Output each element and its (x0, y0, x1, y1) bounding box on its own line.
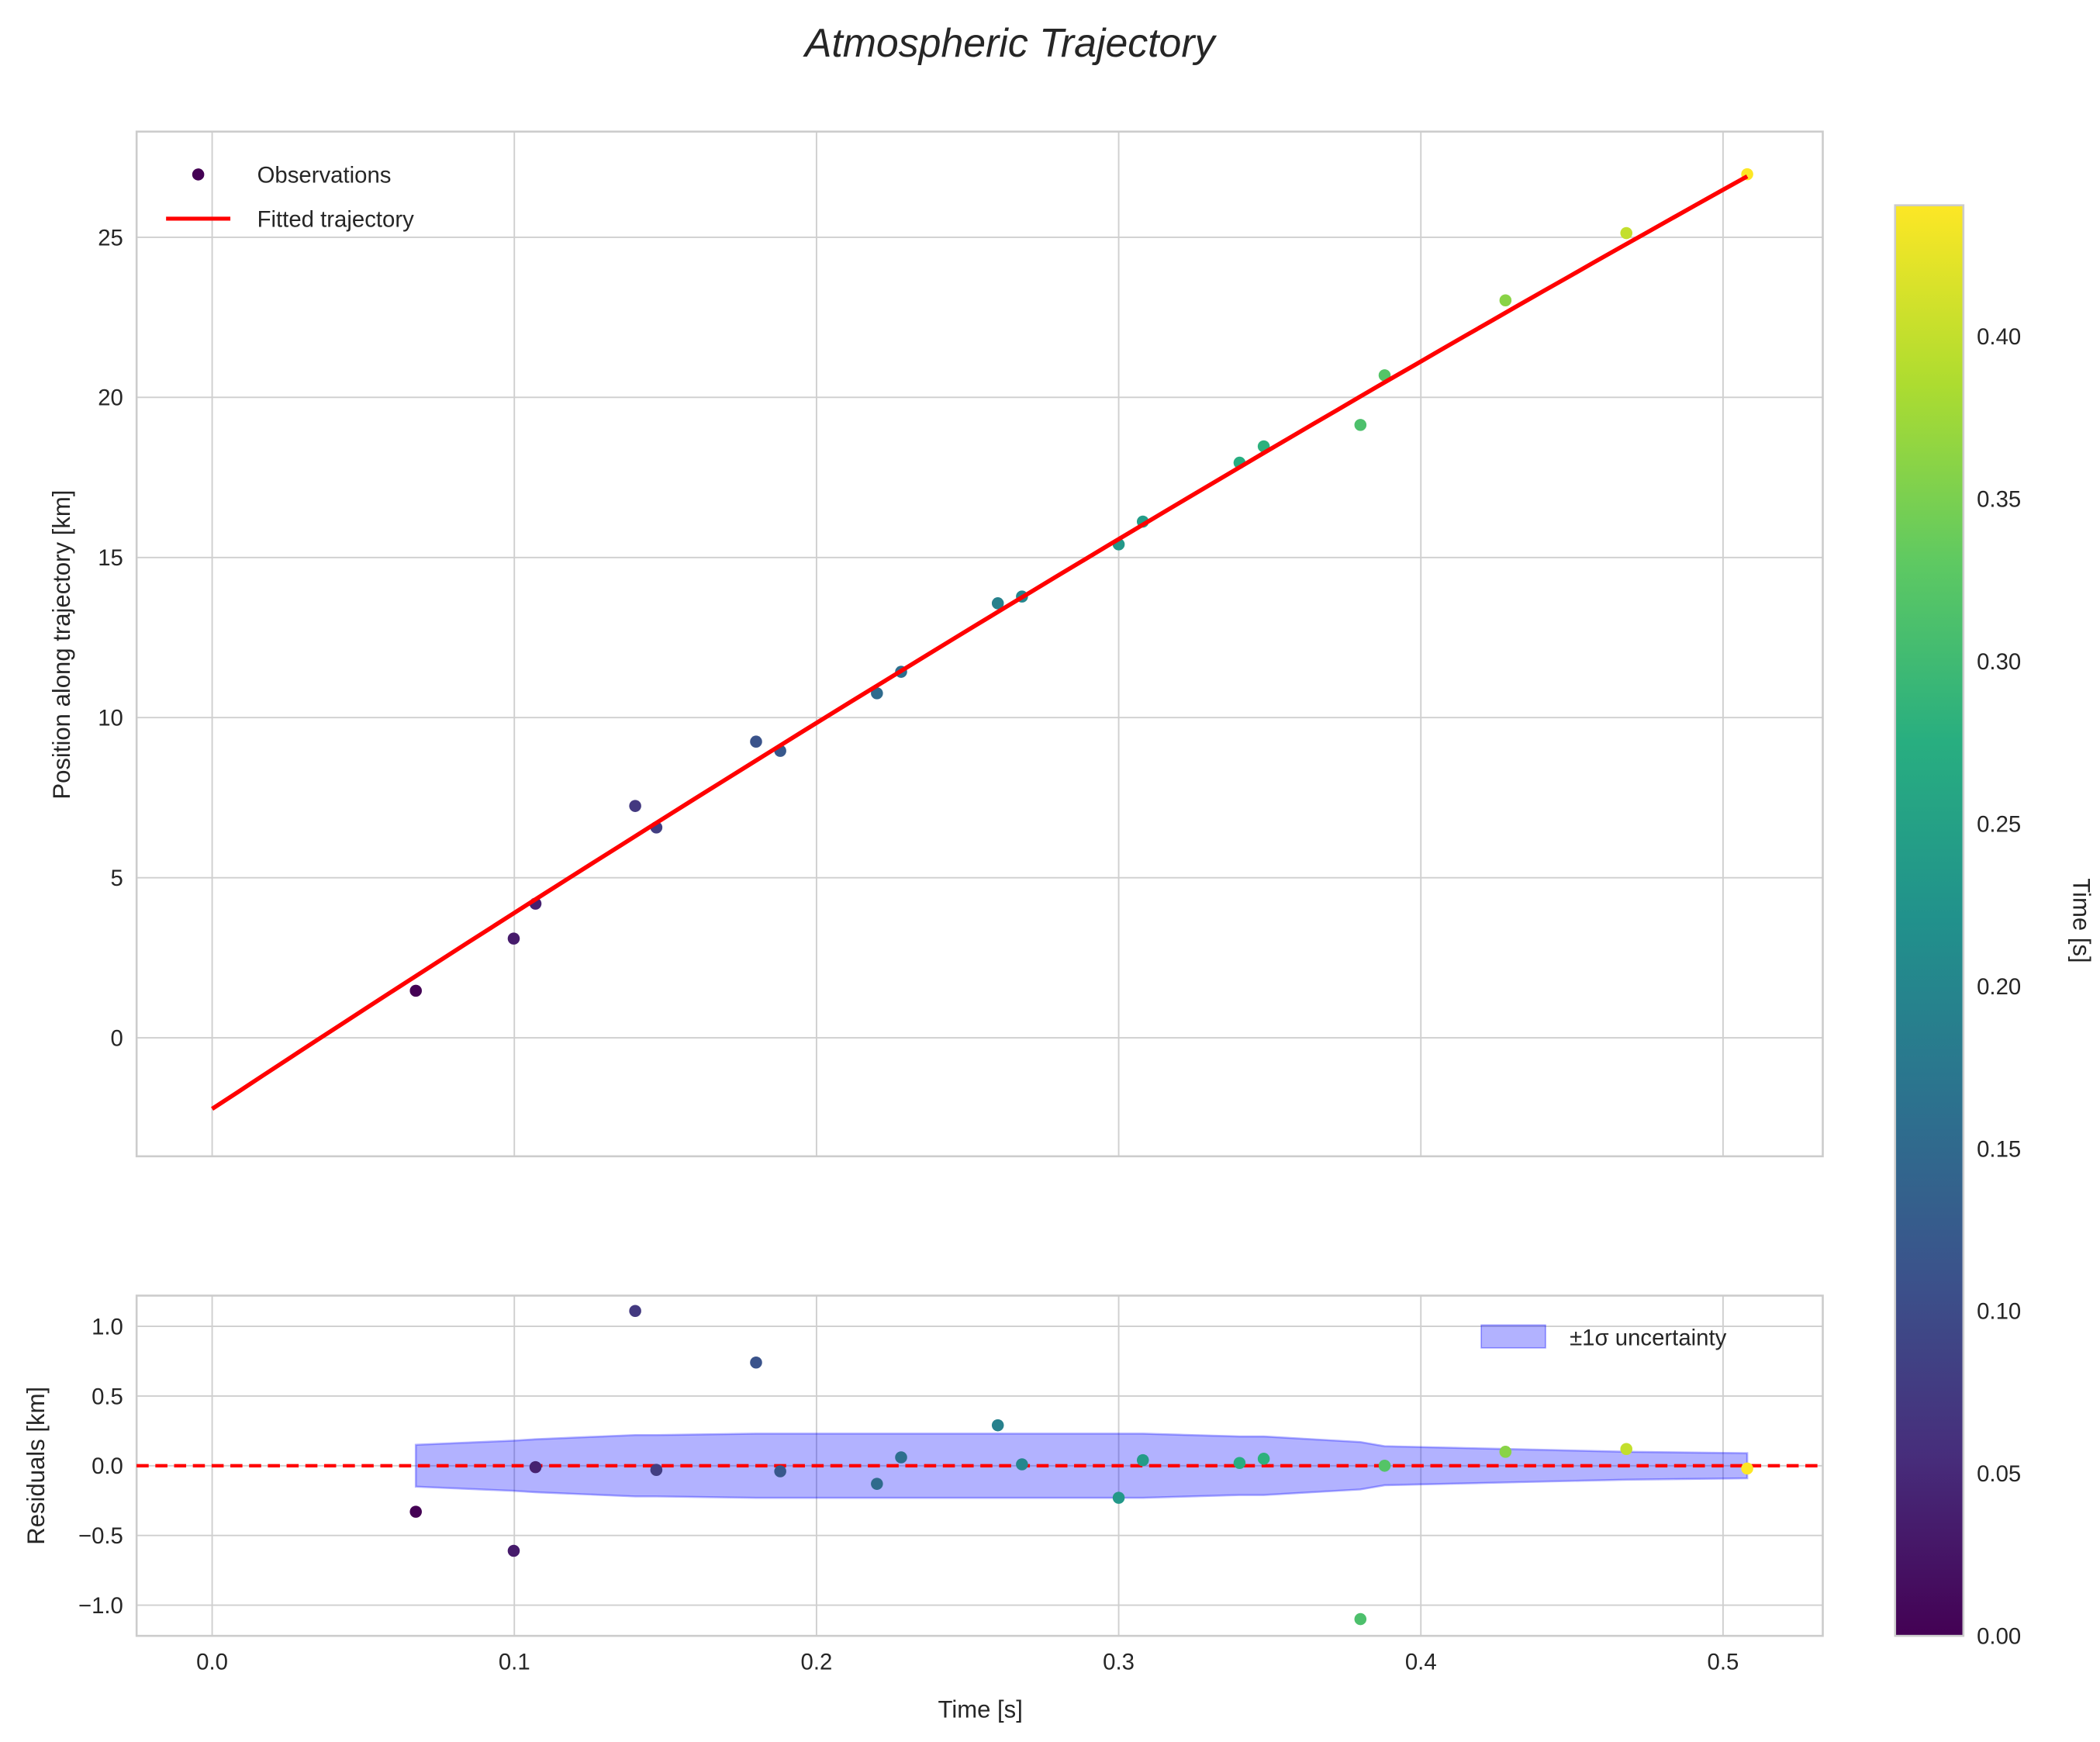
y-tick-label: 0 (111, 1025, 123, 1051)
colorbar-tick-label: 0.40 (1977, 324, 2021, 350)
residual-point (1016, 1458, 1028, 1471)
residual-point (1233, 1457, 1246, 1469)
main-axes: 0 5 10 15 20 25 (98, 130, 1824, 1158)
legend-marker-observations (192, 168, 205, 181)
residual-point (1136, 1453, 1149, 1467)
y-tick-label: 15 (98, 545, 123, 571)
y-axis-label-residuals: Residuals [km] (22, 1387, 50, 1545)
fitted-trajectory-line (211, 174, 1749, 1111)
colorbar-label: Time [s] (2067, 878, 2095, 963)
residual-point (1499, 1446, 1512, 1458)
legend-main: Observations Fitted trajectory (166, 162, 414, 232)
residual-point (650, 1464, 663, 1476)
y-axis-label-main: Position along trajectory [km] (48, 490, 75, 800)
y-tick-label: 0.0 (92, 1453, 123, 1479)
x-tick-label: 0.1 (499, 1649, 530, 1675)
residual-point (409, 1505, 422, 1518)
x-tick-label: 0.2 (801, 1649, 833, 1675)
chart-title: Atmospheric Trajectory (803, 20, 1218, 65)
legend-label-fit: Fitted trajectory (257, 206, 415, 232)
y-tick-label: −0.5 (78, 1523, 123, 1549)
residual-point (991, 1419, 1004, 1432)
residual-point (750, 1356, 762, 1369)
colorbar-tick-label: 0.00 (1977, 1624, 2021, 1650)
x-tick-label: 0.4 (1405, 1649, 1437, 1675)
residual-point (1354, 1612, 1367, 1626)
x-tick-label: 0.0 (196, 1649, 228, 1675)
x-axis-label: Time [s] (938, 1695, 1023, 1723)
colorbar-tick-label: 0.35 (1977, 487, 2021, 513)
colorbar-tick-label: 0.25 (1977, 811, 2021, 837)
residual-point (1378, 1460, 1391, 1472)
residual-point (1620, 1443, 1632, 1456)
colorbar-tick-label: 0.15 (1977, 1136, 2021, 1162)
residual-point (871, 1478, 883, 1490)
colorbar: 0.00 0.05 0.10 0.15 0.20 0.25 0.30 0.35 0.40 (1894, 204, 2021, 1650)
y-tick-label: 0.5 (92, 1384, 123, 1409)
y-tick-label: 10 (98, 706, 123, 731)
residual-point (529, 1460, 542, 1474)
x-tick-label: 0.5 (1708, 1649, 1739, 1675)
observation-point (871, 687, 883, 700)
axes-frame (135, 130, 1824, 1158)
observation-point (1499, 294, 1512, 307)
colorbar-tick-label: 0.05 (1977, 1461, 2021, 1487)
colorbar-tick-label: 0.10 (1977, 1299, 2021, 1325)
observation-point (1354, 419, 1367, 431)
legend-label-observations: Observations (257, 162, 392, 188)
y-tick-label: 5 (111, 866, 123, 891)
observation-point (507, 932, 520, 945)
residual-point (507, 1544, 520, 1557)
observation-point (409, 984, 422, 997)
residual-axes: 0.0 0.1 0.2 0.3 0.4 0.5 −1.0 −0.5 0.0 0.5 1.0 (78, 1294, 1824, 1675)
legend-label-band: ±1σ uncertainty (1570, 1325, 1727, 1350)
y-tick-label: −1.0 (78, 1593, 123, 1619)
residual-point (1741, 1462, 1753, 1475)
residual-point (1112, 1491, 1125, 1504)
residual-point (895, 1451, 907, 1464)
observation-point (1620, 226, 1632, 240)
residual-point (1257, 1453, 1270, 1465)
colorbar-gradient (1894, 204, 1965, 1637)
colorbar-tick-label: 0.20 (1977, 974, 2021, 1000)
legend-marker-band (1480, 1324, 1546, 1349)
residual-point (629, 1305, 641, 1318)
legend-residuals: ±1σ uncertainty (1480, 1324, 1727, 1350)
y-tick-label: 25 (98, 225, 123, 251)
observation-point (750, 735, 762, 748)
x-tick-label: 0.3 (1103, 1649, 1135, 1675)
colorbar-tick-label: 0.30 (1977, 649, 2021, 675)
residual-point (774, 1465, 786, 1478)
observation-point (629, 800, 641, 812)
y-tick-label: 20 (98, 385, 123, 411)
y-tick-label: 1.0 (92, 1314, 123, 1339)
observation-point (991, 597, 1004, 610)
